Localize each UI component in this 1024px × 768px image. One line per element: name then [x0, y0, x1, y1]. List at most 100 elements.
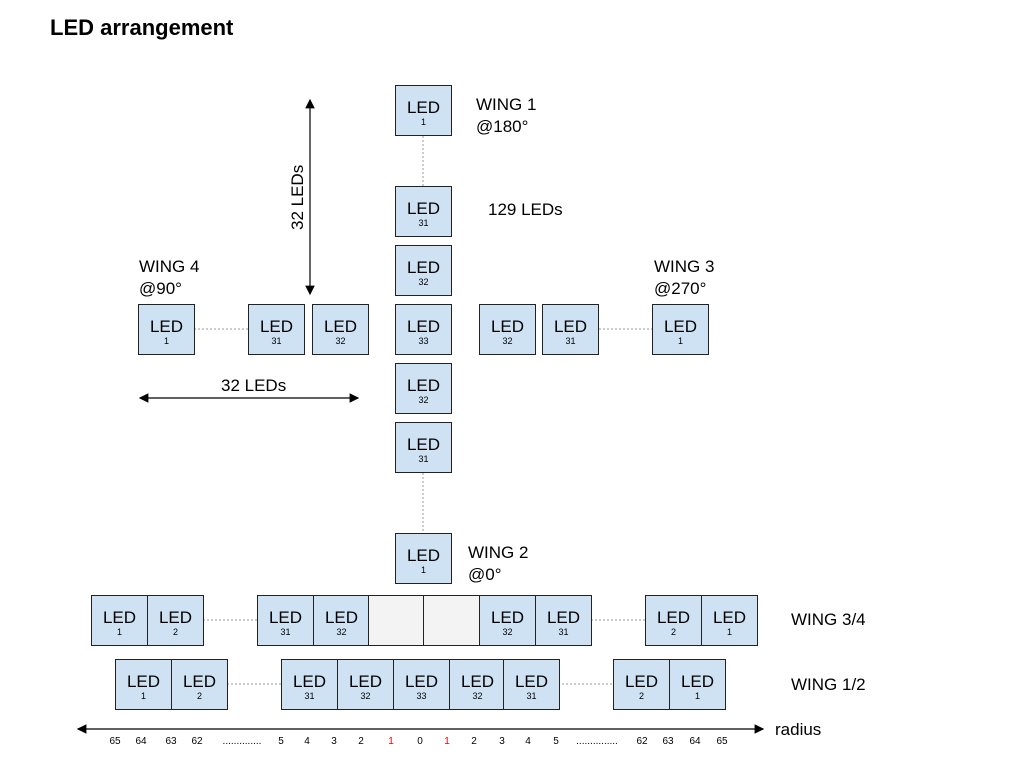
- vertical-span-label: 32 LEDs: [288, 164, 307, 230]
- led-box-row34: LED 2: [645, 595, 702, 646]
- led-text: LED: [406, 376, 441, 395]
- radius-tick: 5: [278, 736, 284, 747]
- led-text: LED: [158, 608, 193, 627]
- led-box-row12: LED 32: [337, 659, 394, 710]
- led-number: 33: [418, 336, 429, 346]
- led-box-horizontal: LED 31: [542, 304, 599, 355]
- led-text: LED: [292, 672, 327, 691]
- led-box-horizontal: LED 32: [479, 304, 536, 355]
- led-box-vertical: LED 32: [395, 363, 452, 414]
- led-number: 1: [116, 627, 122, 637]
- led-text: LED: [490, 317, 525, 336]
- led-box-row12: LED 2: [613, 659, 670, 710]
- led-number: 32: [418, 277, 429, 287]
- led-box-vertical: LED 32: [395, 245, 452, 296]
- led-box-row12: LED 1: [115, 659, 172, 710]
- radius-tick: 1: [444, 736, 450, 747]
- led-text: LED: [268, 608, 303, 627]
- radius-tick: 0: [417, 736, 423, 747]
- led-number: 32: [502, 336, 513, 346]
- led-number: 1: [677, 336, 683, 346]
- led-text: LED: [460, 672, 495, 691]
- row-12-label: WING 1/2: [791, 675, 866, 694]
- radius-tick: 2: [471, 736, 477, 747]
- wing1-label: WING 1 @180°: [476, 95, 537, 136]
- radius-tick: 5: [553, 736, 559, 747]
- led-box-row12: LED 33: [393, 659, 450, 710]
- radius-tick: 63: [165, 736, 177, 747]
- led-box-row34: LED 31: [257, 595, 314, 646]
- radius-tick: 64: [135, 736, 147, 747]
- radius-tick: 65: [109, 736, 121, 747]
- led-number: 2: [172, 627, 178, 637]
- led-number: 31: [418, 454, 429, 464]
- radius-tick: 62: [636, 736, 648, 747]
- led-box-row12: LED 2: [171, 659, 228, 710]
- led-text: LED: [712, 608, 747, 627]
- led-box-vertical: LED 31: [395, 422, 452, 473]
- page-title: LED arrangement: [50, 15, 234, 40]
- led-box-row12: LED 1: [669, 659, 726, 710]
- radius-tick: 4: [525, 736, 531, 747]
- radius-tick: 1: [388, 736, 394, 747]
- radius-tick: 3: [331, 736, 337, 747]
- led-number: 32: [360, 691, 371, 701]
- led-number: 1: [726, 627, 732, 637]
- led-number: 1: [420, 565, 426, 575]
- radius-tick: 62: [191, 736, 203, 747]
- led-text: LED: [406, 98, 441, 117]
- led-text: LED: [624, 672, 659, 691]
- led-box-row34: LED 1: [91, 595, 148, 646]
- radius-label: radius: [775, 720, 822, 739]
- led-box-row34: LED 1: [701, 595, 758, 646]
- led-text: LED: [406, 546, 441, 565]
- radius-tick: 63: [662, 736, 674, 747]
- led-box-vertical: LED 33: [395, 304, 452, 355]
- led-box-row34: LED 32: [479, 595, 536, 646]
- led-text: LED: [406, 435, 441, 454]
- led-text: LED: [514, 672, 549, 691]
- led-number: 31: [418, 218, 429, 228]
- led-number: 2: [196, 691, 202, 701]
- led-box-horizontal: LED 31: [248, 304, 305, 355]
- led-text: LED: [546, 608, 581, 627]
- led-text: LED: [404, 672, 439, 691]
- led-text: LED: [406, 317, 441, 336]
- radius-tick: 2: [358, 736, 364, 747]
- led-box-row34: LED 2: [147, 595, 204, 646]
- led-box-row34: LED 31: [535, 595, 592, 646]
- led-box-row34: LED 32: [313, 595, 370, 646]
- led-box-vertical: LED 31: [395, 186, 452, 237]
- led-number: 31: [304, 691, 315, 701]
- led-text: LED: [149, 317, 184, 336]
- led-text: LED: [656, 608, 691, 627]
- led-box-row12: LED 31: [281, 659, 338, 710]
- row-34-label: WING 3/4: [791, 610, 866, 629]
- led-number: 32: [418, 395, 429, 405]
- led-number: 2: [638, 691, 644, 701]
- blank-box: [368, 595, 425, 646]
- wing4-label: WING 4 @90°: [139, 257, 200, 298]
- led-number: 31: [271, 336, 282, 346]
- led-text: LED: [406, 258, 441, 277]
- led-text: LED: [182, 672, 217, 691]
- radius-tick: 65: [716, 736, 728, 747]
- led-text: LED: [323, 317, 358, 336]
- led-number: 33: [416, 691, 427, 701]
- led-text: LED: [102, 608, 137, 627]
- led-box-row12: LED 32: [449, 659, 506, 710]
- led-number: 2: [670, 627, 676, 637]
- led-number: 31: [280, 627, 291, 637]
- led-text: LED: [348, 672, 383, 691]
- horizontal-span-label: 32 LEDs: [221, 376, 287, 395]
- led-number: 31: [565, 336, 576, 346]
- led-number: 32: [336, 627, 347, 637]
- led-number: 31: [558, 627, 569, 637]
- radius-tick: 3: [499, 736, 505, 747]
- led-text: LED: [680, 672, 715, 691]
- radius-tick: 64: [689, 736, 701, 747]
- led-box-vertical: LED 1: [395, 85, 452, 136]
- led-number: 31: [526, 691, 537, 701]
- wing2-label: WING 2 @0°: [468, 543, 529, 584]
